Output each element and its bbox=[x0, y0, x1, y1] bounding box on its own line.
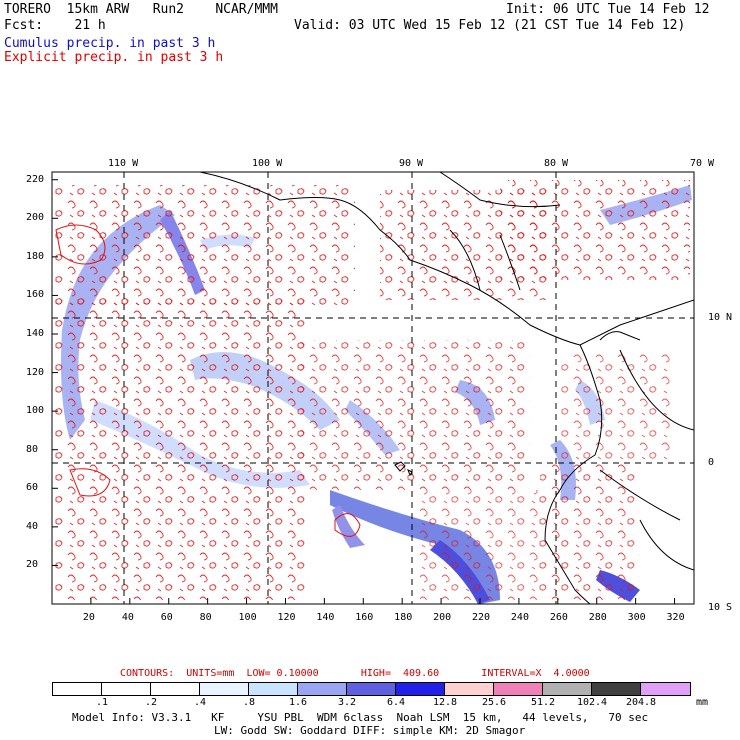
x-tick-label: 60 bbox=[160, 612, 173, 623]
colorbar-label: .1 bbox=[95, 697, 109, 708]
x-tick-label: 300 bbox=[627, 612, 646, 623]
colorbar-label: 102.4 bbox=[576, 697, 608, 708]
colorbar-cell bbox=[592, 683, 641, 695]
colorbar-cell bbox=[494, 683, 543, 695]
contour-interval: INTERVAL=X 4.0000 bbox=[481, 668, 590, 679]
y-tick-label: 220 bbox=[26, 173, 45, 185]
colorbar-label: .2 bbox=[144, 697, 158, 708]
colorbar-label: 204.8 bbox=[625, 697, 657, 708]
colorbar-cell bbox=[445, 683, 494, 695]
map-frame bbox=[51, 171, 695, 605]
contour-units: UNITS=mm bbox=[186, 668, 235, 679]
contour-info: CONTOURS: UNITS=mm LOW= 0.10000 HIGH= 40… bbox=[120, 668, 590, 679]
x-tick-label: 280 bbox=[588, 612, 607, 623]
y-tick-label: 20 bbox=[26, 559, 39, 571]
y-tick-label: 40 bbox=[26, 520, 39, 532]
colorbar-label: 12.8 bbox=[432, 697, 458, 708]
y-tick-label: 100 bbox=[26, 405, 45, 417]
colorbar-cell bbox=[200, 683, 249, 695]
y-tick-label: 60 bbox=[26, 482, 39, 494]
colorbar-label: 6.4 bbox=[386, 697, 406, 708]
field-cumulus-label: Cumulus precip. in past 3 h bbox=[4, 36, 216, 51]
contour-title: CONTOURS: bbox=[120, 668, 175, 679]
colorbar-cell bbox=[298, 683, 347, 695]
model-info: Model Info: V3.3.1 KF YSU PBL WDM 6class… bbox=[72, 711, 649, 724]
colorbar-cell bbox=[53, 683, 102, 695]
coastlines bbox=[199, 172, 694, 604]
x-tick-label: 240 bbox=[510, 612, 529, 623]
x-tick-label: 320 bbox=[666, 612, 685, 623]
lon-label: 90 W bbox=[399, 158, 424, 169]
y-tick-label: 120 bbox=[26, 366, 45, 378]
y-tick-label: 180 bbox=[26, 250, 45, 262]
colorbar-label: .8 bbox=[242, 697, 256, 708]
y-tick-label: 80 bbox=[26, 443, 39, 455]
valid-time: Valid: 03 UTC Wed 15 Feb 12 (21 CST Tue … bbox=[294, 18, 686, 33]
lon-label: 80 W bbox=[544, 158, 569, 169]
x-tick-label: 40 bbox=[121, 612, 134, 623]
lon-label: 100 W bbox=[252, 158, 283, 169]
colorbar-label: 1.6 bbox=[288, 697, 308, 708]
x-tick-label: 80 bbox=[199, 612, 212, 623]
y-tick-label: 140 bbox=[26, 328, 45, 339]
colorbar-label: 3.2 bbox=[337, 697, 357, 708]
x-tick-label: 160 bbox=[355, 612, 374, 623]
colorbar-label: .4 bbox=[193, 697, 207, 708]
x-tick-label: 180 bbox=[394, 612, 413, 623]
physics-info: LW: Godd SW: Goddard DIFF: simple KM: 2D… bbox=[214, 724, 526, 737]
y-tick-label: 160 bbox=[26, 289, 45, 301]
x-tick-label: 140 bbox=[316, 612, 335, 623]
colorbar-label: 25.6 bbox=[481, 697, 507, 708]
colorbar-cell bbox=[347, 683, 396, 695]
x-tick-label: 200 bbox=[433, 612, 452, 623]
x-tick-label: 120 bbox=[277, 612, 296, 623]
x-tick-label: 260 bbox=[549, 612, 568, 623]
y-tick-label: 200 bbox=[26, 212, 45, 224]
model-title: TORERO 15km ARW Run2 NCAR/MMM bbox=[4, 2, 278, 17]
lat-label: 10 S bbox=[708, 602, 733, 613]
x-tick-label: 100 bbox=[238, 612, 257, 623]
x-tick-label: 20 bbox=[82, 612, 95, 623]
field-explicit-label: Explicit precip. in past 3 h bbox=[4, 50, 224, 65]
lat-label: 10 N bbox=[708, 312, 733, 323]
init-time: Init: 06 UTC Tue 14 Feb 12 bbox=[506, 2, 710, 17]
lon-label: 70 W bbox=[690, 158, 715, 169]
lat-lon-grid bbox=[52, 172, 694, 604]
colorbar-cell bbox=[641, 683, 690, 695]
explicit-precip-contours bbox=[55, 180, 690, 600]
lon-label: 110 W bbox=[108, 158, 139, 169]
color-legend-bar bbox=[52, 682, 691, 696]
colorbar-label: 51.2 bbox=[530, 697, 556, 708]
colorbar-cell bbox=[543, 683, 592, 695]
colorbar-cell bbox=[151, 683, 200, 695]
colorbar-unit: mm bbox=[696, 697, 709, 708]
x-tick-label: 220 bbox=[472, 612, 491, 623]
contour-high: HIGH= 409.60 bbox=[360, 668, 440, 679]
forecast-hour: Fcst: 21 h bbox=[4, 18, 106, 33]
colorbar-cell bbox=[396, 683, 445, 695]
lat-label: 0 bbox=[708, 457, 715, 468]
colorbar-cell bbox=[102, 683, 151, 695]
colorbar-cell bbox=[249, 683, 298, 695]
contour-low: LOW= 0.10000 bbox=[246, 668, 319, 679]
